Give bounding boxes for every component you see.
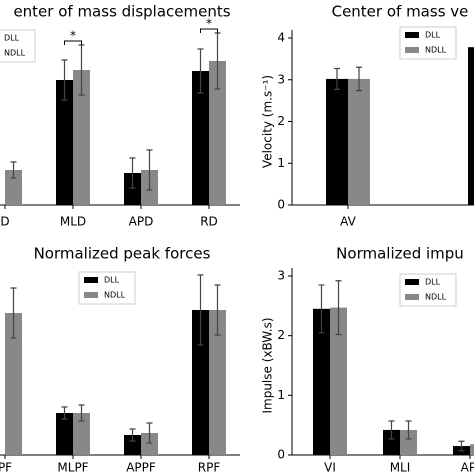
x-tick-label: APD (129, 215, 154, 229)
y-tick-label: 4 (277, 31, 285, 45)
bar (468, 47, 474, 206)
error-bar (388, 420, 395, 440)
y-tick-label: 1 (277, 156, 285, 170)
bar (73, 70, 90, 205)
legend-box (0, 29, 36, 63)
chart-title: Normalized peak forces (34, 245, 211, 263)
x-tick-label: APl (461, 461, 474, 474)
error-bar (458, 440, 465, 452)
error-bar (61, 59, 68, 101)
legend-swatch (405, 294, 419, 300)
error-bar (10, 287, 17, 339)
error-bar (129, 157, 136, 189)
legend-label: DLL (104, 276, 120, 285)
x-tick-label: VI (324, 461, 336, 474)
bar (400, 429, 417, 455)
x-tick-label: MLD (60, 215, 86, 229)
bar (326, 78, 348, 205)
bar (192, 71, 209, 205)
x-tick-label: AV (340, 215, 356, 229)
bar (124, 435, 141, 455)
error-bar (197, 274, 204, 346)
legend-swatch (405, 47, 419, 53)
legend-swatch (84, 277, 98, 283)
y-tick-label: 0 (277, 198, 285, 212)
bar (330, 307, 347, 455)
y-tick-label: 2 (277, 328, 285, 342)
y-tick-label: 0 (277, 448, 285, 462)
error-bar (334, 67, 340, 90)
bar (470, 444, 474, 455)
y-axis-label: Impulse (xBW.s) (261, 317, 275, 413)
bar (5, 170, 22, 205)
bar (5, 313, 22, 455)
legend-box (399, 273, 457, 307)
chart-title: Center of mass ve (332, 3, 469, 21)
bar (141, 433, 158, 455)
significance-bracket (200, 28, 218, 33)
bar (73, 413, 90, 455)
error-bar (318, 284, 325, 334)
significance-bracket (64, 40, 82, 45)
x-tick-label: PF (0, 461, 12, 474)
error-bar (146, 149, 153, 191)
x-tick-label: APPF (126, 461, 156, 474)
legend-label: DLL (4, 34, 20, 43)
significance-mark: * (70, 29, 76, 43)
x-tick-label: RPF (198, 461, 221, 474)
significance-mark: * (206, 17, 212, 31)
error-bar (335, 280, 342, 336)
legend-swatch (405, 279, 419, 285)
legend-label: DLL (425, 31, 441, 40)
x-tick-label: MLPF (57, 461, 88, 474)
legend-label: NDLL (425, 46, 447, 55)
chart-title: Normalized impu (336, 245, 464, 263)
bar (383, 429, 400, 455)
bar (56, 80, 73, 205)
legend-box (78, 271, 136, 305)
bar (313, 308, 330, 455)
x-tick-label: D (0, 215, 9, 229)
legend-label: NDLL (425, 293, 447, 302)
error-bar (197, 48, 204, 94)
y-tick-label: 3 (277, 269, 285, 283)
legend-swatch (84, 292, 98, 298)
legend-label: DLL (425, 278, 441, 287)
legend-label: NDLL (104, 291, 126, 300)
y-tick-label: 3 (277, 72, 285, 86)
error-bar (146, 422, 153, 444)
x-tick-label: MLI (390, 461, 411, 474)
error-bar (214, 284, 221, 336)
error-bar (356, 66, 362, 92)
bar (209, 310, 226, 455)
bar (124, 173, 141, 205)
error-bar (405, 420, 412, 440)
chart-title: enter of mass displacements (13, 3, 230, 21)
bar (209, 61, 226, 205)
bar (56, 413, 73, 455)
y-tick-label: 1 (277, 388, 285, 402)
error-bar (78, 404, 85, 422)
error-bar (61, 406, 68, 420)
y-axis-label: Velocity (m.s⁻¹) (261, 75, 275, 168)
legend-swatch (405, 32, 419, 38)
y-tick-label: 2 (277, 114, 285, 128)
bar (192, 310, 209, 455)
error-bar (10, 161, 17, 179)
x-tick-label: RD (200, 215, 218, 229)
error-bar (129, 428, 136, 442)
legend-label: NDLL (4, 49, 26, 58)
bar (348, 78, 370, 205)
